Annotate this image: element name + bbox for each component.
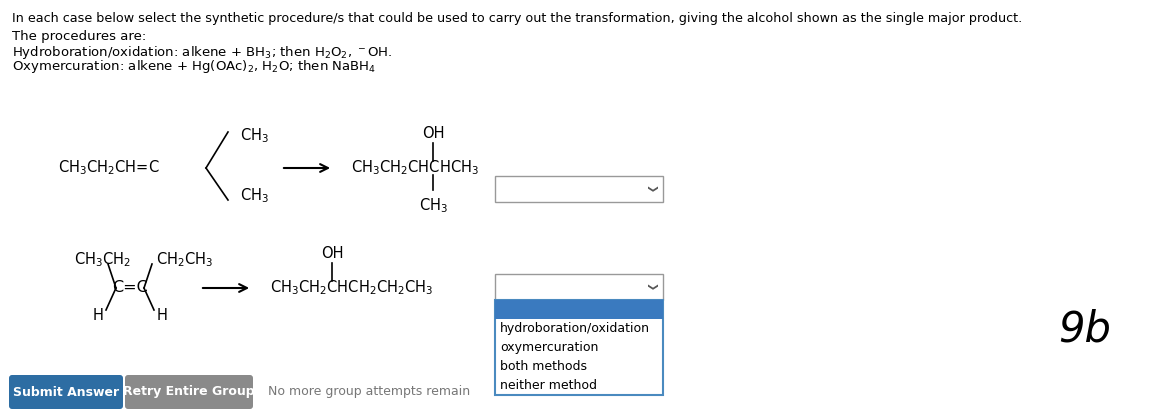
Text: No more group attempts remain: No more group attempts remain (268, 385, 470, 398)
Text: 9b: 9b (1058, 309, 1111, 351)
Text: H: H (92, 308, 104, 324)
Text: ❯: ❯ (647, 283, 656, 291)
Text: ❯: ❯ (647, 185, 656, 193)
Text: Retry Entire Group: Retry Entire Group (124, 385, 254, 398)
Text: CH$_3$CH$_2$CHCH$_2$CH$_2$CH$_3$: CH$_3$CH$_2$CHCH$_2$CH$_2$CH$_3$ (270, 279, 433, 297)
Text: CH$_3$CH$_2$CHCHCH$_3$: CH$_3$CH$_2$CHCHCH$_3$ (351, 159, 480, 177)
Text: CH$_3$CH$_2$CH=C: CH$_3$CH$_2$CH=C (58, 159, 160, 177)
Text: CH$_3$: CH$_3$ (240, 187, 268, 205)
Text: neither method: neither method (499, 379, 598, 392)
Text: Oxymercuration: alkene + Hg(OAc)$_2$, H$_2$O; then NaBH$_4$: Oxymercuration: alkene + Hg(OAc)$_2$, H$… (12, 58, 376, 75)
Bar (495, 300, 663, 395)
Text: hydroboration/oxidation: hydroboration/oxidation (499, 322, 650, 335)
Text: Submit Answer: Submit Answer (13, 385, 119, 398)
Text: CH$_3$: CH$_3$ (419, 196, 447, 215)
Bar (495, 176, 663, 202)
Bar (495, 274, 663, 300)
FancyBboxPatch shape (125, 375, 253, 409)
Text: OH: OH (321, 247, 343, 262)
Text: H: H (156, 308, 167, 324)
Text: CH$_3$: CH$_3$ (240, 127, 268, 145)
Bar (495, 300, 663, 319)
Text: OH: OH (421, 127, 445, 142)
Text: In each case below select the synthetic procedure/s that could be used to carry : In each case below select the synthetic … (12, 12, 1022, 25)
Text: both methods: both methods (499, 360, 587, 373)
Text: Hydroboration/oxidation: alkene + BH$_3$; then H$_2$O$_2$, $^-$OH.: Hydroboration/oxidation: alkene + BH$_3$… (12, 44, 392, 61)
Text: The procedures are:: The procedures are: (12, 30, 146, 43)
Text: CH$_2$CH$_3$: CH$_2$CH$_3$ (156, 251, 214, 269)
Text: C=C: C=C (112, 280, 148, 296)
FancyBboxPatch shape (9, 375, 123, 409)
Text: oxymercuration: oxymercuration (499, 341, 599, 354)
Text: CH$_3$CH$_2$: CH$_3$CH$_2$ (74, 251, 131, 269)
